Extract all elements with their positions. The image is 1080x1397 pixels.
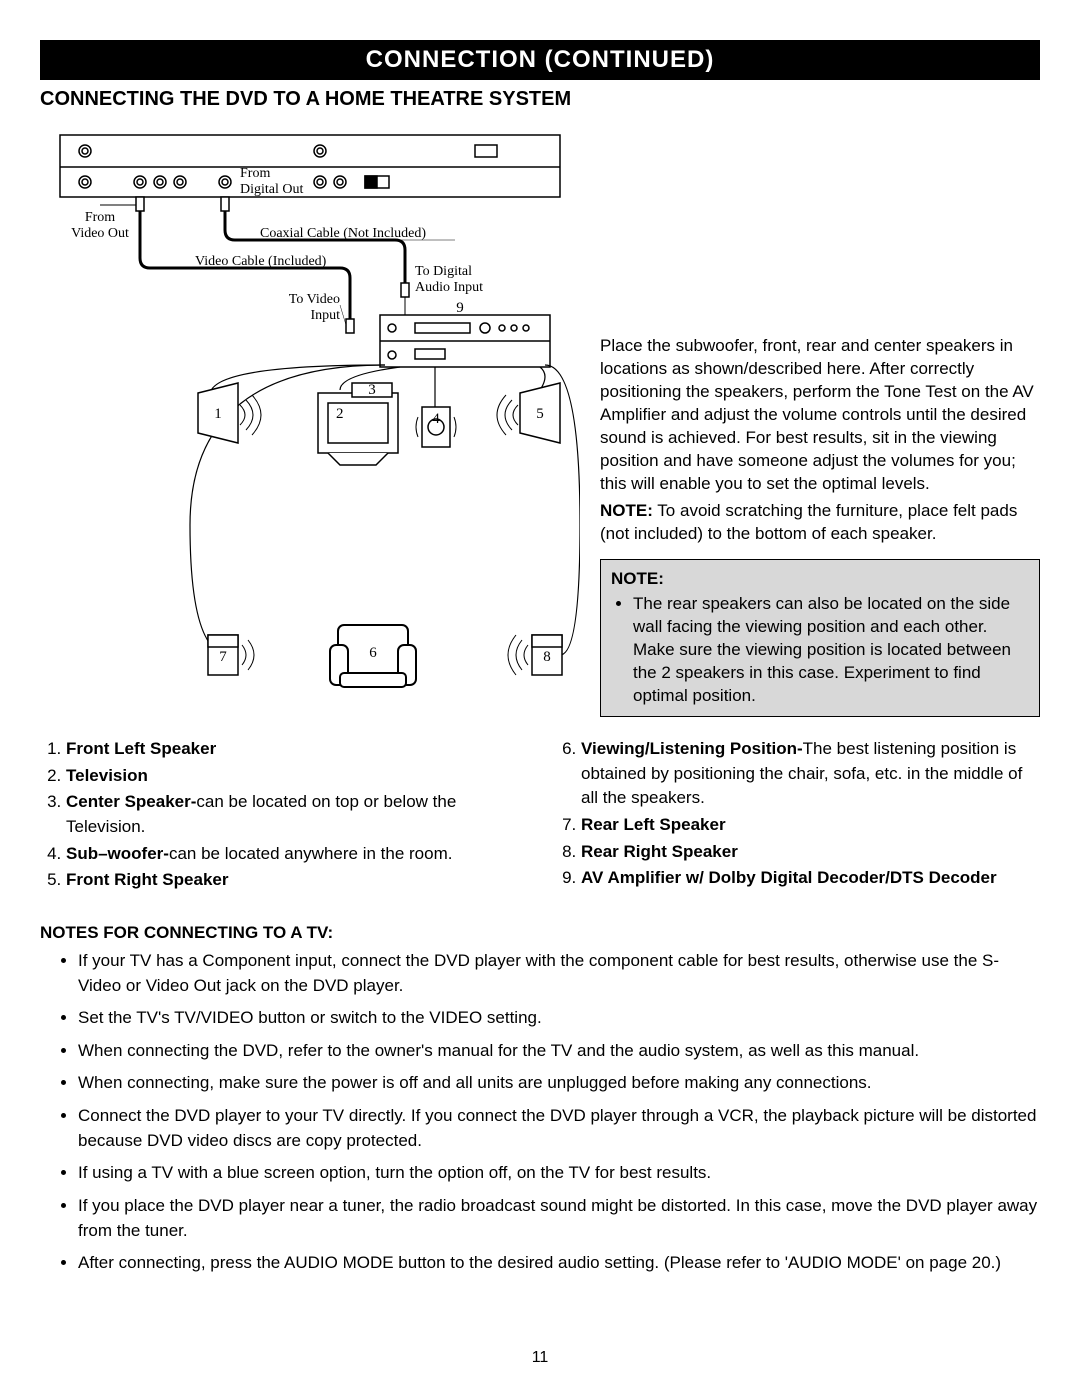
- diagram-num-9: 9: [456, 300, 464, 316]
- legend-lead: Rear Right Speaker: [581, 842, 738, 861]
- section-title: CONNECTING THE DVD TO A HOME THEATRE SYS…: [40, 88, 1040, 111]
- svg-text:Video Out: Video Out: [71, 226, 129, 241]
- legend-lead: Sub–woofer-: [66, 844, 169, 863]
- tv-note-item: Set the TV's TV/VIDEO button or switch t…: [78, 1006, 1040, 1031]
- legend-item: Sub–woofer-can be located anywhere in th…: [66, 842, 525, 867]
- diagram-num-7: 7: [219, 649, 227, 665]
- legend-lead: Viewing/Listening Position-: [581, 739, 803, 758]
- banner-title: CONNECTION (CONTINUED): [40, 40, 1040, 80]
- diagram-num-1: 1: [214, 406, 222, 422]
- tv-note-item: If your TV has a Component input, connec…: [78, 949, 1040, 998]
- instruction-paragraph: Place the subwoofer, front, rear and cen…: [600, 335, 1040, 496]
- legend-item: AV Amplifier w/ Dolby Digital Decoder/DT…: [581, 866, 1040, 891]
- legend-lead: Center Speaker-: [66, 792, 196, 811]
- diagram-num-5: 5: [536, 406, 544, 422]
- page-number: 11: [0, 1349, 1080, 1367]
- legend-item: Rear Left Speaker: [581, 813, 1040, 838]
- svg-text:To Digital: To Digital: [415, 264, 472, 279]
- diagram-num-4: 4: [432, 411, 440, 427]
- tv-note-item: After connecting, press the AUDIO MODE b…: [78, 1251, 1040, 1276]
- diagram-num-2: 2: [336, 406, 344, 422]
- connection-diagram: From Digital Out From Video Out 9: [40, 125, 580, 717]
- legend-item: Front Right Speaker: [66, 868, 525, 893]
- tv-note-item: If you place the DVD player near a tuner…: [78, 1194, 1040, 1243]
- legend-item: Viewing/Listening Position-The best list…: [581, 737, 1040, 811]
- legend-lead: Television: [66, 766, 148, 785]
- instruction-note: NOTE: To avoid scratching the furniture,…: [600, 500, 1040, 546]
- legend-item: Center Speaker-can be located on top or …: [66, 790, 525, 839]
- tv-notes-title: NOTES FOR CONNECTING TO A TV:: [40, 923, 1040, 943]
- tv-note-item: Connect the DVD player to your TV direct…: [78, 1104, 1040, 1153]
- svg-text:Coaxial Cable (Not Included): Coaxial Cable (Not Included): [260, 226, 426, 241]
- legend-rest: can be located anywhere in the room.: [169, 844, 453, 863]
- svg-text:To Video: To Video: [289, 292, 340, 307]
- svg-text:Audio Input: Audio Input: [415, 280, 483, 295]
- legend-item: Television: [66, 764, 525, 789]
- note-lead: NOTE:: [600, 501, 653, 520]
- legend-item: Front Left Speaker: [66, 737, 525, 762]
- diagram-num-8: 8: [543, 649, 551, 665]
- legend-lead: AV Amplifier w/ Dolby Digital Decoder/DT…: [581, 868, 997, 887]
- legend-item: Rear Right Speaker: [581, 840, 1040, 865]
- svg-text:Digital Out: Digital Out: [240, 182, 303, 197]
- svg-text:From: From: [85, 210, 115, 225]
- note-box: NOTE: The rear speakers can also be loca…: [600, 559, 1040, 717]
- tv-note-item: If using a TV with a blue screen option,…: [78, 1161, 1040, 1186]
- diagram-num-3: 3: [368, 382, 376, 398]
- tv-note-item: When connecting the DVD, refer to the ow…: [78, 1039, 1040, 1064]
- legend-lead: Rear Left Speaker: [581, 815, 726, 834]
- tv-notes-list: If your TV has a Component input, connec…: [40, 949, 1040, 1276]
- svg-text:Input: Input: [310, 308, 340, 323]
- note-rest: To avoid scratching the furniture, place…: [600, 501, 1017, 543]
- legend-lead: Front Right Speaker: [66, 870, 228, 889]
- tv-note-item: When connecting, make sure the power is …: [78, 1071, 1040, 1096]
- note-box-bullet: The rear speakers can also be located on…: [633, 593, 1029, 708]
- svg-text:From: From: [240, 166, 270, 181]
- legend: Front Left Speaker Television Center Speak…: [40, 737, 1040, 895]
- note-box-title: NOTE:: [611, 568, 1029, 591]
- legend-lead: Front Left Speaker: [66, 739, 216, 758]
- diagram-num-6: 6: [369, 645, 377, 661]
- svg-text:Video Cable (Included): Video Cable (Included): [195, 254, 327, 269]
